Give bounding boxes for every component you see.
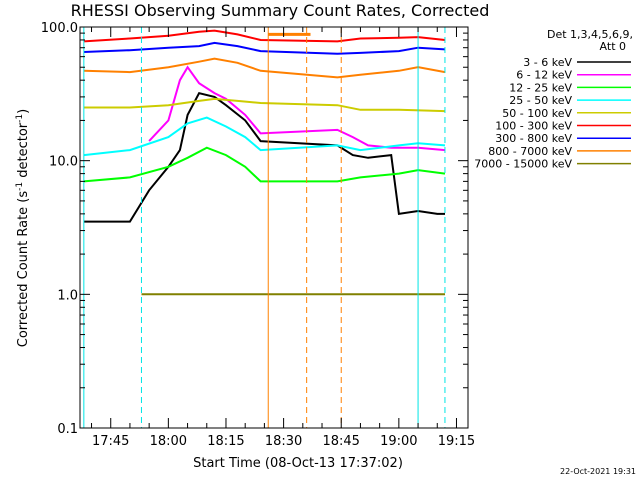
legend-label-5: 100 - 300 keV	[495, 120, 572, 133]
series-line-3	[83, 116, 446, 157]
y-tick-label-3: 100.0	[41, 21, 78, 36]
series-layer	[83, 29, 446, 296]
x-tick-label-0: 17:45	[92, 434, 129, 449]
y-axis-label-sup-2: -1	[15, 114, 25, 123]
series-line-6	[83, 41, 446, 55]
legend-label-1: 6 - 12 keV	[516, 69, 572, 82]
y-axis-label-close: )	[16, 109, 31, 114]
y-tick-label-2: 10.0	[49, 155, 78, 170]
legend-label-3: 25 - 50 keV	[509, 94, 572, 107]
y-tick-label-1: 1.0	[57, 288, 78, 303]
legend-label-7: 800 - 7000 keV	[488, 145, 572, 158]
legend-label-0: 3 - 6 keV	[523, 56, 572, 69]
chart-title: RHESSI Observing Summary Count Rates, Co…	[71, 1, 490, 20]
legend-label-2: 12 - 25 keV	[509, 81, 572, 94]
legend-label-4: 50 - 100 keV	[502, 107, 572, 120]
x-axis-label: Start Time (08-Oct-13 17:37:02)	[193, 456, 403, 471]
series-line-7	[83, 57, 446, 79]
legend-label-8: 7000 - 15000 keV	[474, 158, 572, 171]
legend-header-line-2: Att 0	[600, 40, 626, 53]
x-tick-label-3: 18:30	[265, 434, 302, 449]
series-line-5	[83, 29, 446, 43]
y-axis: 0.1 1.0 10.0 100.0	[41, 21, 468, 437]
legend-header-line-1: Det 1,3,4,5,6,9,	[547, 28, 633, 41]
x-tick-label-4: 18:45	[322, 434, 359, 449]
y-axis-label: Corrected Count Rate (s-1 detector-1)	[15, 109, 31, 347]
timestamp: 22-Oct-2021 19:31	[560, 467, 636, 476]
x-tick-label-2: 18:15	[207, 434, 244, 449]
y-tick-label-0: 0.1	[57, 422, 78, 437]
x-tick-label-1: 18:00	[150, 434, 187, 449]
x-axis: 17:45 18:00 18:15 18:30 18:45 19:00 19:15	[91, 27, 475, 449]
series-line-2	[83, 146, 446, 183]
marker-layer	[83, 27, 446, 428]
y-axis-label-main: Corrected Count Rate (s	[16, 191, 31, 348]
plot-frame	[79, 26, 469, 429]
y-axis-label-tail: detector	[16, 122, 31, 182]
series-line-4	[83, 97, 446, 113]
series-line-1	[148, 65, 446, 152]
series-line-0	[83, 91, 445, 223]
y-axis-label-sup-1: -1	[15, 182, 25, 191]
x-tick-label-5: 19:00	[380, 434, 417, 449]
legend-label-6: 300 - 800 keV	[495, 132, 572, 145]
x-tick-label-6: 19:15	[438, 434, 475, 449]
